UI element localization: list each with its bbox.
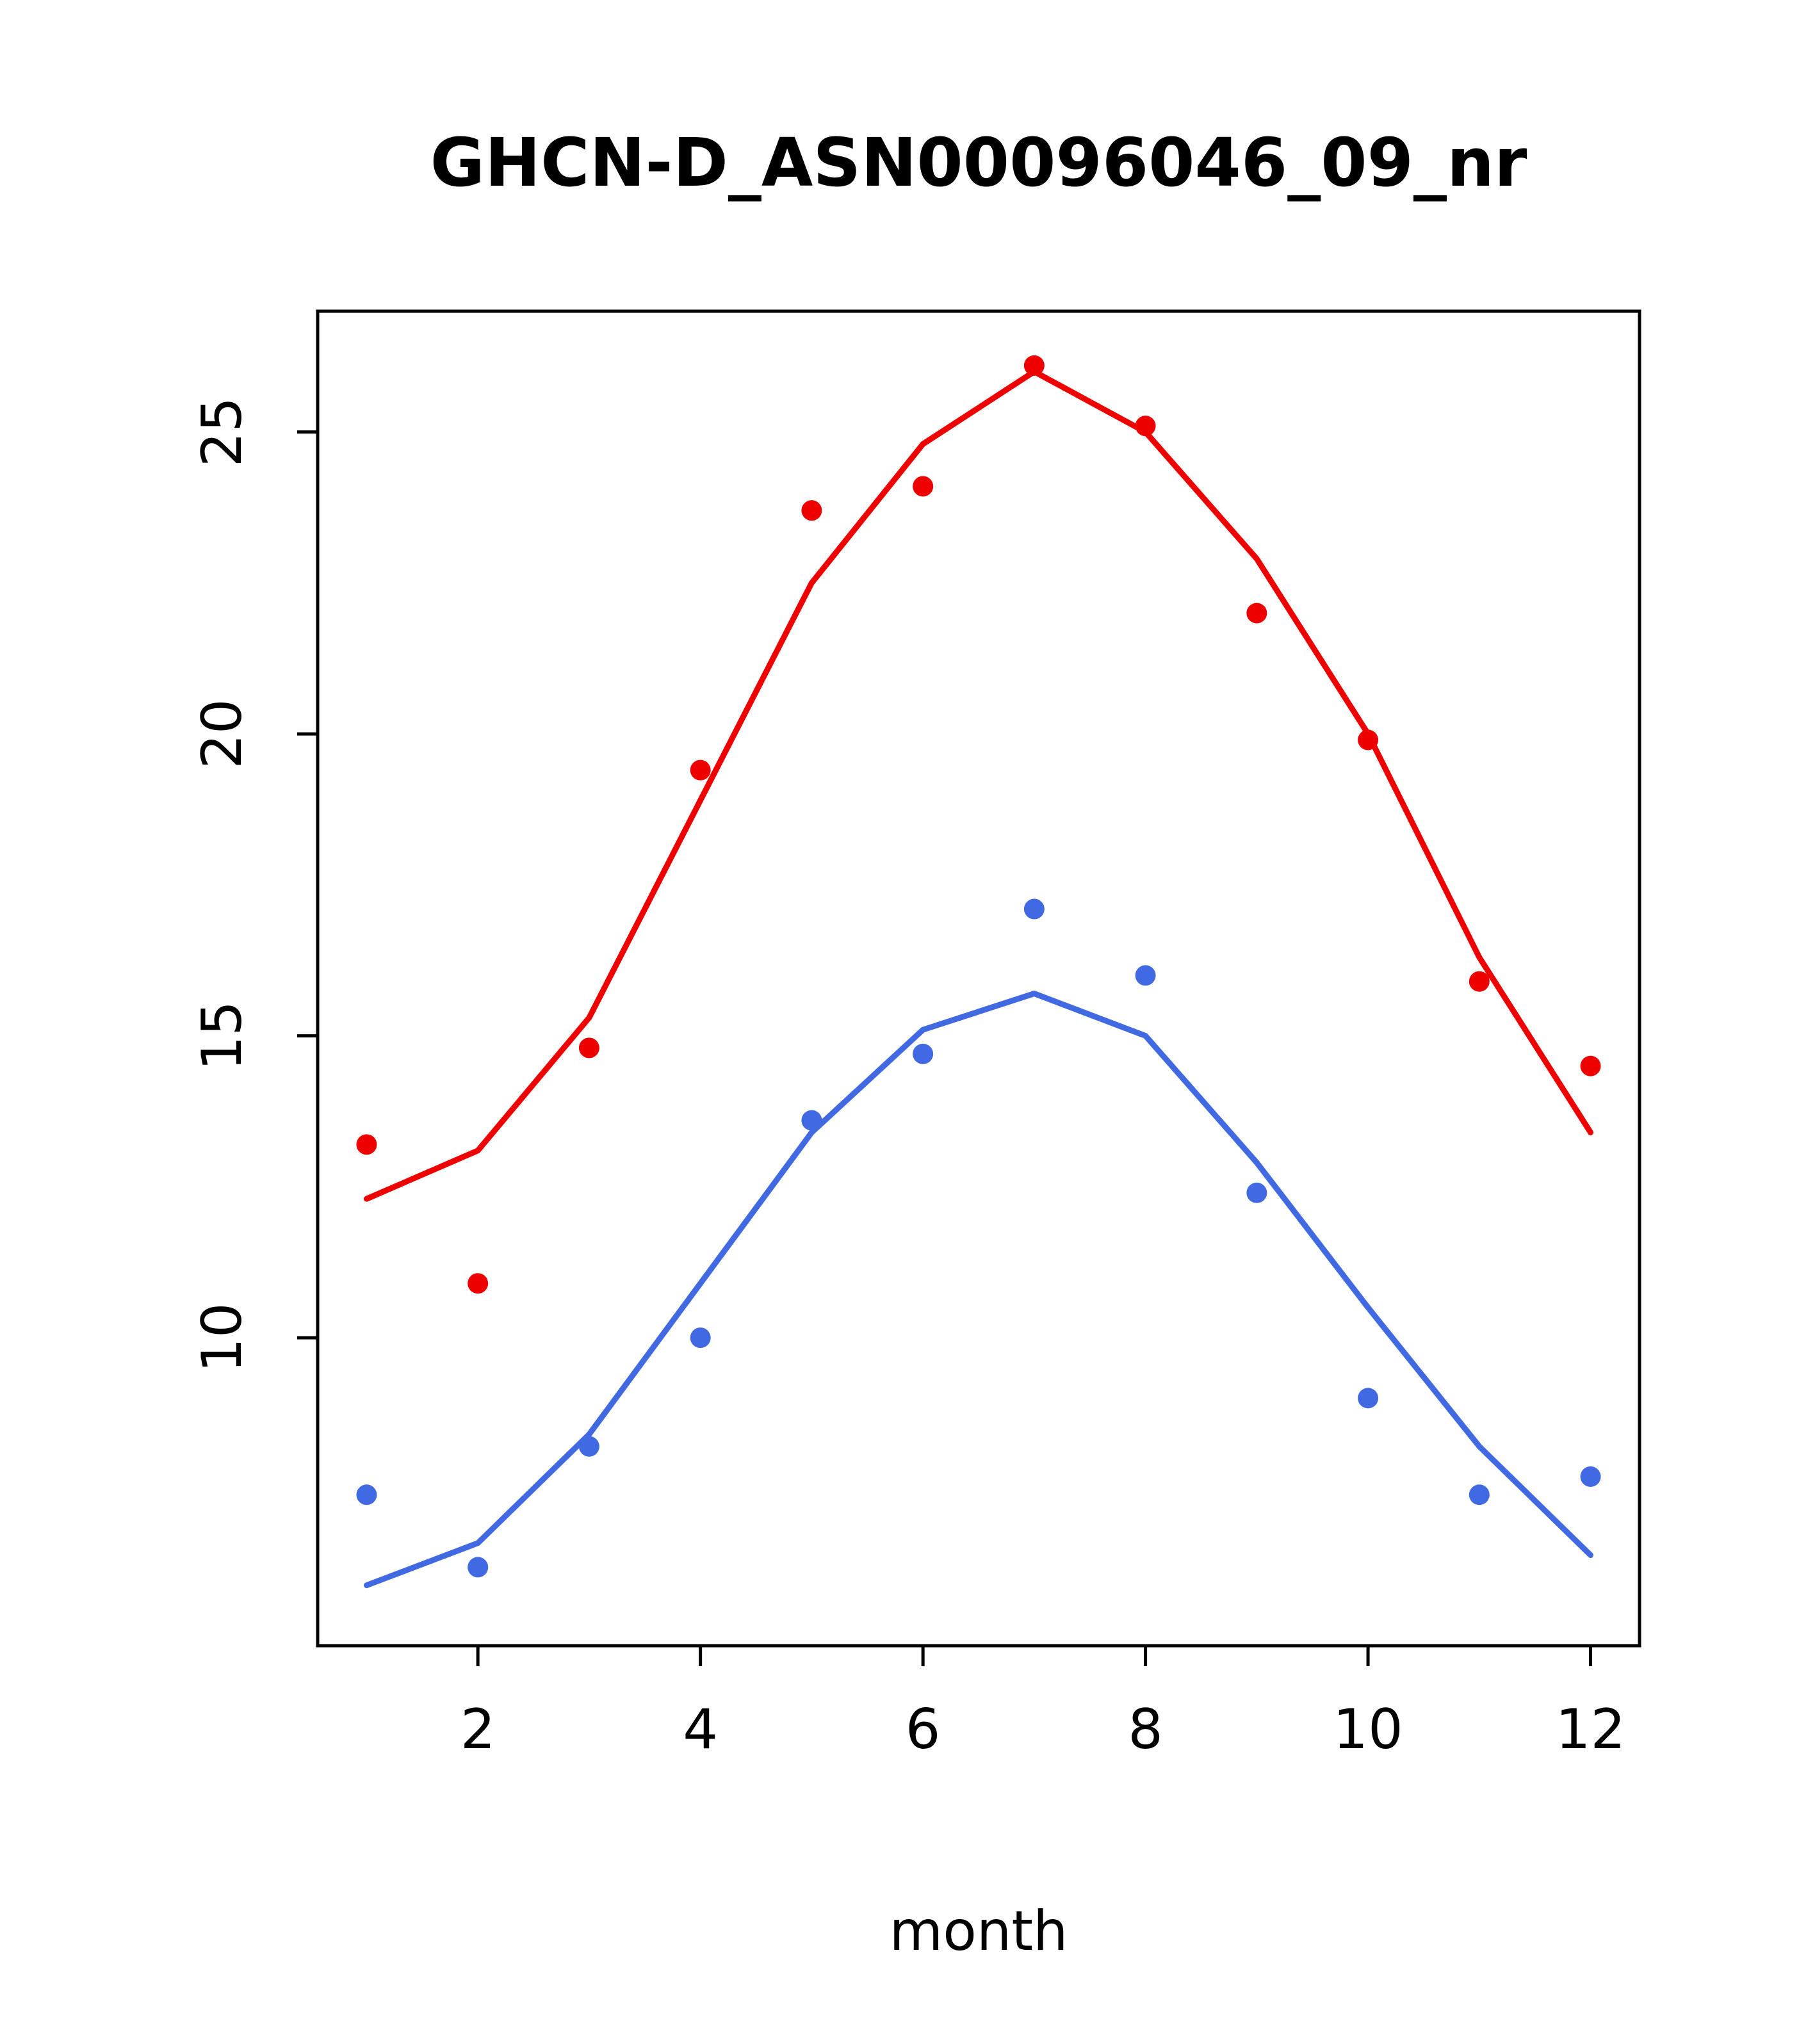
tmax-points-point [578, 1037, 599, 1058]
y-tick-label: 25 [190, 397, 254, 467]
x-tick-label: 8 [1128, 1698, 1163, 1762]
tmin-points-point [690, 1327, 711, 1349]
tmax-points-point [1135, 416, 1156, 437]
tmax-points-point [1469, 971, 1490, 992]
tmin-points-point [468, 1557, 489, 1578]
tmin-points-point [1246, 1182, 1267, 1203]
tmax-line [363, 368, 1594, 1202]
y-tick-label: 10 [190, 1302, 254, 1372]
x-tick-label: 10 [1333, 1698, 1403, 1762]
x-axis-label: month [889, 1899, 1068, 1963]
tmin-points-point [913, 1043, 934, 1064]
tmin-points-point [356, 1484, 377, 1505]
tmin-points-group [356, 898, 1601, 1578]
tmax-points-point [1023, 355, 1045, 376]
plot-border [316, 309, 1641, 1648]
x-tick-label: 4 [683, 1698, 718, 1762]
tmax-points-point [356, 1134, 377, 1155]
tmin-points-point [801, 1110, 822, 1131]
tmin-points-point [1023, 898, 1045, 920]
x-tick-label: 6 [906, 1698, 941, 1762]
x-tick-label: 2 [460, 1698, 496, 1762]
tmax-points-point [468, 1273, 489, 1294]
y-tick-label: 20 [190, 699, 254, 768]
tmax-points-point [801, 500, 822, 521]
tmin-points-point [578, 1436, 599, 1457]
chart-title: GHCN-D_ASN00096046_09_nr [430, 124, 1527, 202]
tmin-line [363, 991, 1594, 1589]
y-tick-label: 15 [190, 1001, 254, 1071]
tmin-points-point [1469, 1484, 1490, 1505]
x-tick-label: 12 [1556, 1698, 1625, 1762]
tmax-points-point [1358, 729, 1379, 750]
tmax-points-point [913, 476, 934, 497]
plot-area: 2 4 6 8 10 12 10 15 20 25 [190, 309, 1641, 1762]
tmin-points-point [1135, 965, 1156, 986]
tmax-points-point [1246, 603, 1267, 624]
tmax-points-group [356, 355, 1601, 1294]
tmax-points-point [1580, 1055, 1601, 1076]
tmin-points-point [1358, 1388, 1379, 1409]
tmax-points-point [690, 759, 711, 781]
tmin-points-point [1580, 1466, 1601, 1487]
